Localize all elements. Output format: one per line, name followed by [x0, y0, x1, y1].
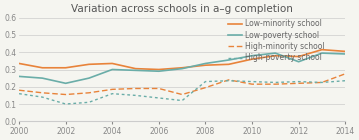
- High-poverty school: [227, 80, 231, 82]
- Low-minority school: [227, 63, 231, 65]
- Low-minority school: [87, 63, 91, 65]
- Low-minority school: [343, 51, 348, 52]
- Low-minority school: [250, 58, 254, 60]
- Low-poverty school: [343, 53, 348, 55]
- High-minority school: [110, 88, 115, 90]
- Line: Low-poverty school: Low-poverty school: [19, 53, 345, 83]
- Low-poverty school: [250, 55, 254, 57]
- High-poverty school: [250, 81, 254, 82]
- High-poverty school: [17, 93, 21, 95]
- High-poverty school: [134, 94, 138, 96]
- High-minority school: [227, 79, 231, 81]
- Low-minority school: [64, 67, 68, 69]
- High-minority school: [157, 88, 161, 89]
- High-poverty school: [203, 81, 208, 82]
- High-poverty school: [64, 103, 68, 105]
- Low-poverty school: [87, 77, 91, 79]
- Low-poverty school: [64, 82, 68, 84]
- Line: High-poverty school: High-poverty school: [19, 81, 345, 104]
- Low-poverty school: [157, 70, 161, 72]
- Line: High-minority school: High-minority school: [19, 74, 345, 94]
- High-poverty school: [273, 82, 278, 83]
- Legend: Low-minority school, Low-poverty school, High-minority school, High-poverty scho: Low-minority school, Low-poverty school,…: [225, 16, 328, 65]
- High-poverty school: [180, 100, 184, 101]
- High-minority school: [87, 92, 91, 94]
- Low-minority school: [203, 64, 208, 66]
- Line: Low-minority school: Low-minority school: [19, 50, 345, 69]
- High-minority school: [180, 94, 184, 95]
- Low-minority school: [134, 68, 138, 69]
- Title: Variation across schools in a–g completion: Variation across schools in a–g completi…: [71, 4, 293, 14]
- Low-poverty school: [110, 69, 115, 70]
- Low-poverty school: [180, 68, 184, 69]
- Low-poverty school: [273, 52, 278, 54]
- High-poverty school: [40, 96, 45, 98]
- Low-poverty school: [203, 63, 208, 64]
- High-poverty school: [343, 80, 348, 82]
- Low-minority school: [110, 63, 115, 64]
- High-minority school: [40, 92, 45, 94]
- Low-poverty school: [297, 61, 301, 63]
- High-minority school: [250, 83, 254, 85]
- High-poverty school: [297, 81, 301, 82]
- Low-poverty school: [17, 76, 21, 77]
- High-minority school: [17, 89, 21, 91]
- High-minority school: [134, 88, 138, 89]
- High-minority school: [64, 94, 68, 95]
- Low-minority school: [17, 63, 21, 64]
- High-minority school: [203, 87, 208, 88]
- High-poverty school: [320, 82, 324, 83]
- High-minority school: [297, 82, 301, 84]
- High-poverty school: [157, 97, 161, 99]
- Low-minority school: [320, 49, 324, 51]
- Low-poverty school: [320, 52, 324, 54]
- Low-poverty school: [40, 77, 45, 79]
- Low-poverty school: [227, 59, 231, 61]
- High-poverty school: [87, 102, 91, 103]
- Low-minority school: [180, 67, 184, 69]
- Low-minority school: [273, 55, 278, 57]
- Low-minority school: [157, 69, 161, 70]
- High-minority school: [273, 83, 278, 85]
- Low-minority school: [297, 56, 301, 57]
- Low-poverty school: [134, 70, 138, 71]
- High-poverty school: [110, 93, 115, 95]
- High-minority school: [320, 82, 324, 83]
- High-minority school: [343, 73, 348, 75]
- Low-minority school: [40, 67, 45, 69]
